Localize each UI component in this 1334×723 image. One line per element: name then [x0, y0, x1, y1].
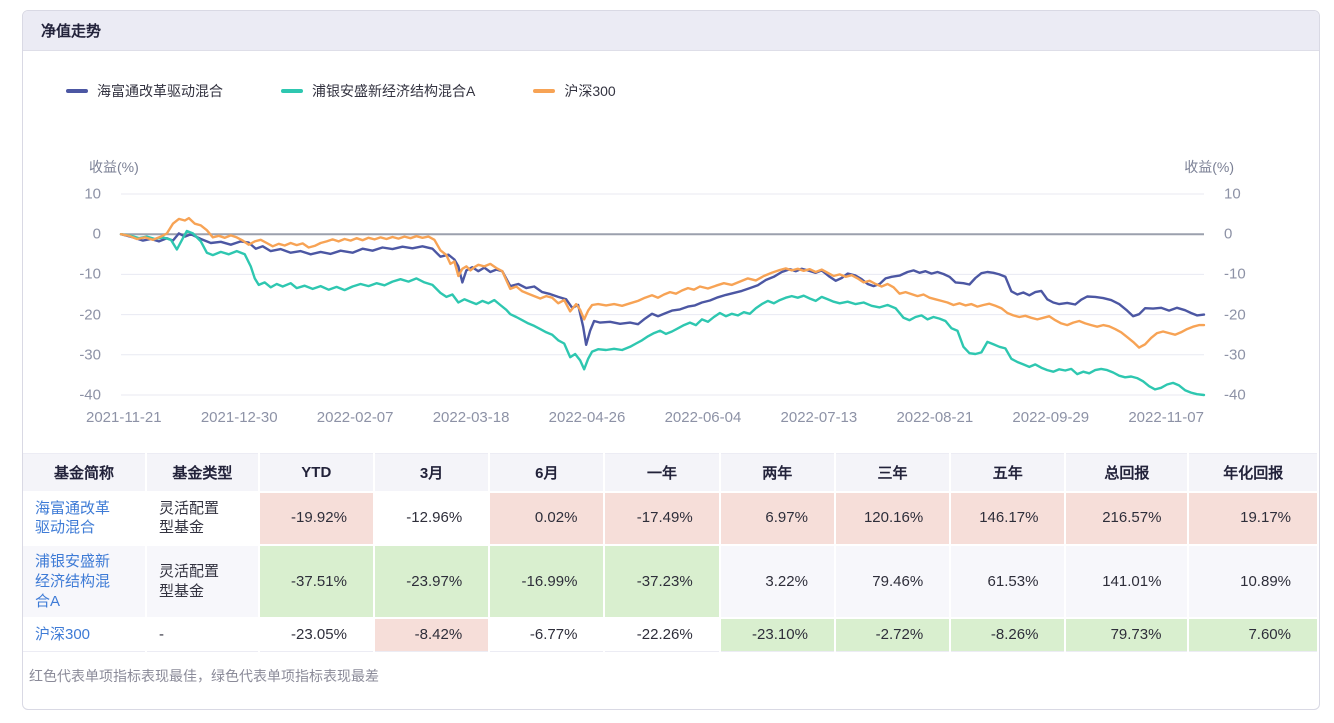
x-axis-label: 2022-08-21	[896, 409, 974, 426]
y-tick-label: -20	[79, 306, 101, 324]
value-cell: -23.10%	[719, 618, 836, 653]
legend-label: 沪深300	[564, 83, 616, 99]
y-tick-label: 0	[92, 225, 101, 243]
y-tick-label: 10	[84, 185, 101, 203]
series-line-0	[121, 233, 1204, 344]
value-cell: 7.60%	[1188, 618, 1319, 653]
fund-name-link[interactable]: 海富通改革驱动混合	[23, 491, 148, 547]
value-cell: -23.97%	[373, 545, 491, 620]
y-tick-label: -10	[79, 265, 101, 283]
value-cell: -37.23%	[604, 545, 721, 620]
value-cell: -8.42%	[373, 618, 491, 653]
netvalue-line-chart	[121, 194, 1204, 395]
value-cell: 216.57%	[1065, 491, 1190, 547]
value-cell: 10.89%	[1188, 545, 1319, 620]
table-row-2: 沪深300- -23.05% -8.42% -6.77% -22.26% -23.10% -…	[23, 618, 1319, 653]
value-cell: -2.72%	[834, 618, 952, 653]
value-cell: -23.05%	[258, 618, 375, 653]
y-axis-right: 10 0 -10 -20 -30 -40	[1214, 186, 1319, 404]
column-header-9: 总回报	[1065, 453, 1190, 493]
x-axis-label: 2022-09-29	[1012, 409, 1090, 426]
x-axis-label: 2022-03-18	[432, 409, 510, 426]
x-axis-label: 2022-06-04	[664, 409, 742, 426]
color-legend-note: 红色代表单项指标表现最佳，绿色代表单项指标表现最差	[29, 668, 379, 685]
column-header-5: 一年	[604, 453, 721, 493]
x-axis-labels: 2021-11-21 2021-12-30 2022-02-07 2022-03-18…	[86, 409, 1204, 426]
y-tick-label: -30	[1224, 346, 1246, 364]
fund-type-cell: -	[146, 618, 260, 653]
x-axis-label: 2022-07-13	[780, 409, 858, 426]
value-cell: 6.97%	[719, 491, 836, 547]
y-tick-label: -30	[79, 346, 101, 364]
fund-name-link[interactable]: 沪深300	[23, 618, 148, 653]
value-cell: 146.17%	[950, 491, 1067, 547]
x-axis-label: 2022-11-07	[1128, 409, 1204, 426]
legend-line-marker	[533, 89, 556, 93]
chart-container: 收益(%) 收益(%) 10 0 -10 -20 -30 -40 10 0 -10 -20 -30…	[23, 157, 1319, 435]
value-cell: -8.26%	[950, 618, 1067, 653]
plot-area[interactable]	[121, 194, 1204, 395]
column-header-2: YTD	[258, 453, 375, 493]
fund-type-cell: 灵活配置型基金	[146, 545, 260, 620]
chart-legend: 海富通改革驱动混合 浦银安盛新经济结构混合A 沪深300	[66, 81, 1319, 101]
column-header-1: 基金类型	[146, 453, 260, 493]
value-cell: 141.01%	[1065, 545, 1190, 620]
value-cell: 3.22%	[719, 545, 836, 620]
value-cell: 79.46%	[834, 545, 952, 620]
legend-item-2[interactable]: 沪深300	[533, 81, 616, 101]
y-tick-label: 0	[1224, 225, 1233, 243]
series-line-2	[121, 218, 1204, 348]
column-header-3: 3月	[373, 453, 491, 493]
legend-item-0[interactable]: 海富通改革驱动混合	[66, 81, 223, 101]
x-axis-label: 2021-12-30	[200, 409, 278, 426]
panel-title: 净值走势	[41, 23, 102, 40]
value-cell: -17.49%	[604, 491, 721, 547]
column-header-4: 6月	[489, 453, 606, 493]
legend-item-1[interactable]: 浦银安盛新经济结构混合A	[281, 81, 475, 101]
value-cell: 61.53%	[950, 545, 1067, 620]
y-axis-title-left: 收益(%)	[89, 159, 139, 175]
value-cell: -22.26%	[604, 618, 721, 653]
value-cell: -6.77%	[489, 618, 606, 653]
value-cell: -19.92%	[258, 491, 375, 547]
x-axis-label: 2022-04-26	[548, 409, 626, 426]
y-tick-label: -20	[1224, 306, 1246, 324]
value-cell: -16.99%	[489, 545, 606, 620]
y-tick-label: -10	[1224, 265, 1246, 283]
y-tick-label: -40	[1224, 386, 1246, 404]
x-axis-label: 2021-11-21	[86, 409, 162, 426]
value-cell: 19.17%	[1188, 491, 1319, 547]
value-cell: -12.96%	[373, 491, 491, 547]
column-header-0: 基金简称	[23, 453, 148, 493]
fund-type-cell: 灵活配置型基金	[146, 491, 260, 547]
y-axis-left: 10 0 -10 -20 -30 -40	[23, 186, 111, 404]
panel-header: 净值走势	[23, 11, 1319, 51]
value-cell: -37.51%	[258, 545, 375, 620]
table-row-0: 海富通改革驱动混合 灵活配置型基金 -19.92% -12.96% 0.02% -17.4…	[23, 491, 1319, 547]
value-cell: 0.02%	[489, 491, 606, 547]
legend-label: 浦银安盛新经济结构混合A	[312, 83, 476, 99]
value-cell: 120.16%	[834, 491, 952, 547]
x-axis-label: 2022-02-07	[316, 409, 394, 426]
legend-line-marker	[281, 89, 303, 93]
value-cell: 79.73%	[1065, 618, 1190, 653]
column-header-8: 五年	[950, 453, 1067, 493]
column-header-6: 两年	[719, 453, 836, 493]
table-header: 基金简称 基金类型 YTD 3月 6月 一年 两年 三年 五年 总回报 年化回报	[23, 453, 1319, 493]
y-tick-label: 10	[1224, 185, 1241, 203]
column-header-7: 三年	[834, 453, 952, 493]
y-tick-label: -40	[79, 386, 101, 404]
legend-label: 海富通改革驱动混合	[97, 83, 223, 99]
column-header-10: 年化回报	[1188, 453, 1319, 493]
legend-line-marker	[66, 89, 88, 93]
performance-table: 基金简称 基金类型 YTD 3月 6月 一年 两年 三年 五年 总回报 年化回报 海富通改革驱动混合…	[23, 453, 1319, 653]
y-axis-title-right: 收益(%)	[1184, 159, 1234, 175]
netvalue-trend-panel: 净值走势 海富通改革驱动混合 浦银安盛新经济结构混合A 沪深300 收益(%) 收益…	[22, 10, 1320, 710]
series-line-1	[121, 231, 1204, 395]
table-row-1: 浦银安盛新经济结构混合A 灵活配置型基金 -37.51% -23.97% -16.99%…	[23, 545, 1319, 620]
fund-name-link[interactable]: 浦银安盛新经济结构混合A	[23, 545, 148, 620]
